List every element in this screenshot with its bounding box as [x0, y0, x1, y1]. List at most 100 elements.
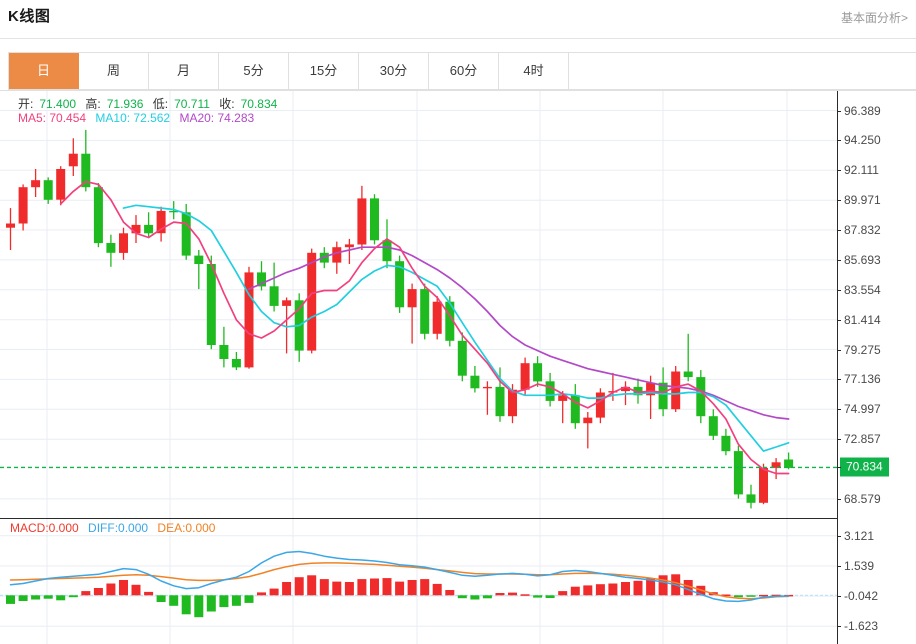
candle-body[interactable] — [633, 386, 643, 396]
candle-body[interactable] — [520, 363, 530, 390]
macd-hist-bar[interactable] — [508, 592, 517, 596]
macd-hist-bar[interactable] — [621, 582, 630, 596]
macd-hist-bar[interactable] — [307, 575, 317, 596]
macd-hist-bar[interactable] — [658, 575, 668, 596]
macd-hist-bar[interactable] — [131, 584, 141, 596]
macd-hist-bar[interactable] — [156, 595, 166, 602]
candle-body[interactable] — [570, 395, 580, 424]
macd-hist-bar[interactable] — [269, 588, 279, 596]
candle-body[interactable] — [181, 212, 191, 256]
macd-hist-bar[interactable] — [294, 577, 304, 596]
candle-body[interactable] — [583, 417, 593, 424]
macd-hist-bar[interactable] — [470, 595, 480, 600]
macd-hist-bar[interactable] — [721, 594, 731, 597]
candle-body[interactable] — [31, 180, 41, 188]
macd-hist-bar[interactable] — [445, 590, 455, 596]
macd-hist-bar[interactable] — [420, 579, 430, 596]
candle-body[interactable] — [219, 345, 229, 359]
candle-body[interactable] — [119, 233, 128, 253]
candle-body[interactable] — [658, 382, 668, 410]
candle-body[interactable] — [784, 459, 794, 468]
candle-body[interactable] — [721, 435, 731, 452]
macd-hist-bar[interactable] — [93, 588, 103, 596]
macd-hist-bar[interactable] — [520, 594, 530, 596]
macd-hist-bar[interactable] — [533, 595, 543, 598]
candle-body[interactable] — [771, 462, 781, 468]
macd-hist-bar[interactable] — [282, 582, 292, 596]
candle-body[interactable] — [307, 252, 317, 351]
candle-body[interactable] — [407, 289, 417, 308]
macd-hist-bar[interactable] — [344, 582, 354, 596]
macd-hist-bar[interactable] — [194, 595, 204, 618]
candle-body[interactable] — [344, 244, 354, 248]
macd-hist-bar[interactable] — [144, 591, 154, 596]
candlestick-plot[interactable] — [0, 91, 838, 518]
candle-body[interactable] — [759, 467, 768, 503]
price-panel[interactable]: 开: 71.400 高: 71.936 低: 70.711 收: 70.834 MA5:… — [0, 91, 916, 518]
candle-body[interactable] — [646, 382, 656, 396]
candle-body[interactable] — [282, 300, 292, 306]
candle-body[interactable] — [144, 224, 154, 234]
macd-hist-bar[interactable] — [595, 584, 605, 596]
candle-body[interactable] — [68, 153, 78, 167]
macd-hist-bar[interactable] — [357, 579, 367, 596]
macd-hist-bar[interactable] — [558, 591, 568, 596]
candle-body[interactable] — [156, 210, 166, 234]
candle-body[interactable] — [432, 301, 442, 334]
candle-body[interactable] — [244, 272, 254, 368]
macd-hist-bar[interactable] — [495, 593, 505, 596]
macd-hist-bar[interactable] — [683, 580, 693, 596]
macd-hist-bar[interactable] — [18, 595, 28, 601]
candle-body[interactable] — [169, 210, 179, 213]
tab-2[interactable]: 月 — [149, 53, 219, 89]
macd-hist-bar[interactable] — [545, 595, 555, 598]
macd-hist-bar[interactable] — [206, 595, 216, 612]
macd-hist-bar[interactable] — [181, 595, 191, 615]
candle-body[interactable] — [445, 301, 455, 341]
candle-body[interactable] — [382, 240, 392, 262]
macd-hist-bar[interactable] — [43, 595, 53, 599]
macd-hist-bar[interactable] — [244, 595, 254, 603]
tab-5[interactable]: 30分 — [359, 53, 429, 89]
macd-hist-bar[interactable] — [370, 578, 379, 596]
candle-body[interactable] — [545, 381, 555, 401]
macd-hist-bar[interactable] — [633, 580, 643, 596]
candle-body[interactable] — [43, 180, 53, 200]
timeframe-tab-strip[interactable]: 日周月 5分 15分 30分 60分 4时 — [8, 52, 916, 90]
macd-hist-bar[interactable] — [583, 585, 593, 596]
candle-body[interactable] — [194, 255, 204, 264]
macd-hist-bar[interactable] — [457, 595, 467, 599]
candle-body[interactable] — [420, 289, 430, 334]
macd-hist-bar[interactable] — [407, 580, 417, 596]
candle-body[interactable] — [106, 243, 116, 253]
macd-hist-bar[interactable] — [608, 583, 618, 596]
macd-hist-bar[interactable] — [646, 578, 656, 596]
macd-hist-bar[interactable] — [570, 586, 580, 596]
candle-body[interactable] — [671, 371, 681, 410]
candle-body[interactable] — [457, 340, 467, 376]
macd-hist-bar[interactable] — [332, 581, 342, 596]
candle-body[interactable] — [131, 224, 141, 234]
tab-4[interactable]: 15分 — [289, 53, 359, 89]
macd-plot[interactable] — [0, 519, 838, 644]
macd-hist-bar[interactable] — [746, 595, 756, 597]
candle-body[interactable] — [93, 187, 103, 244]
candle-body[interactable] — [18, 187, 28, 224]
macd-hist-bar[interactable] — [31, 595, 41, 600]
macd-hist-bar[interactable] — [733, 595, 743, 598]
macd-hist-bar[interactable] — [382, 578, 392, 596]
macd-hist-bar[interactable] — [319, 579, 329, 596]
candle-body[interactable] — [269, 286, 279, 306]
candle-body[interactable] — [81, 153, 91, 188]
macd-hist-bar[interactable] — [759, 594, 768, 597]
candle-body[interactable] — [395, 261, 405, 308]
candle-body[interactable] — [6, 223, 15, 228]
macd-hist-bar[interactable] — [119, 580, 128, 596]
candle-body[interactable] — [733, 451, 743, 495]
candle-body[interactable] — [206, 264, 216, 345]
candle-body[interactable] — [482, 386, 492, 389]
fundamental-analysis-link[interactable]: 基本面分析> — [840, 11, 908, 25]
candle-body[interactable] — [696, 377, 706, 417]
candle-body[interactable] — [746, 494, 756, 503]
candle-body[interactable] — [708, 416, 718, 436]
